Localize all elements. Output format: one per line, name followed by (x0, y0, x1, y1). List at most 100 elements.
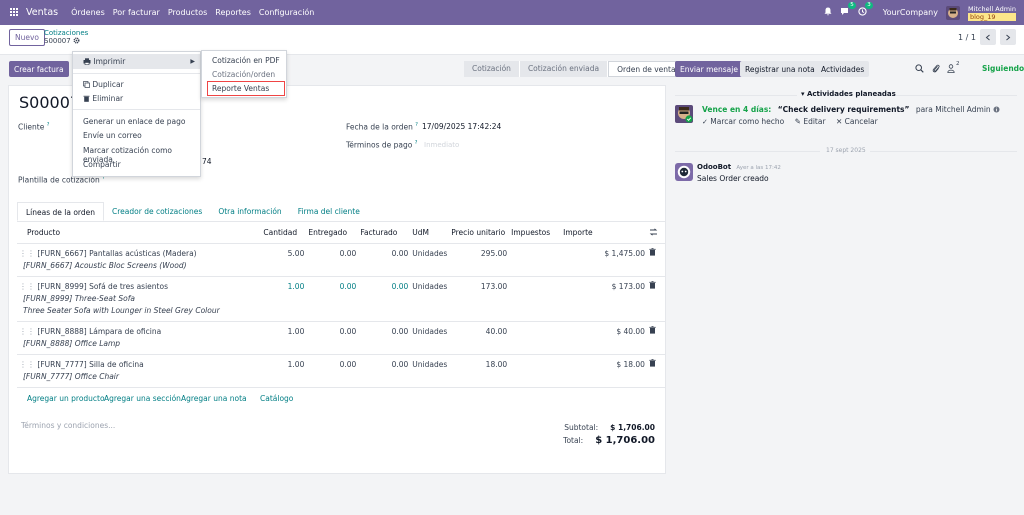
table-row[interactable]: ⋮⋮ [FURN_8888] Lámpara de oficina [FURN_8… (17, 321, 665, 355)
drag-handle-icon[interactable]: ⋮⋮ (19, 326, 35, 336)
new-button[interactable]: Nuevo (9, 29, 46, 46)
col-product[interactable]: Producto (17, 223, 262, 244)
breadcrumb-parent[interactable]: Cotizaciones (44, 29, 89, 37)
trash-icon[interactable] (649, 247, 656, 258)
user-name[interactable]: Mitchell Admin (967, 4, 1016, 13)
line-delivered[interactable]: 0.00 (306, 276, 359, 322)
add-product-link[interactable]: Agregar un producto (27, 394, 105, 403)
payment-terms-field[interactable]: Inmediato (424, 141, 460, 149)
line-delivered[interactable]: 0.00 (306, 354, 359, 388)
status-step-sent[interactable]: Cotización enviada (519, 61, 609, 77)
create-invoice-button[interactable]: Crear factura (9, 61, 69, 77)
line-unit-price[interactable]: 295.00 (449, 243, 510, 277)
tab-other-info[interactable]: Otra información (218, 207, 282, 216)
edit-activity-button[interactable]: ✎ Editar (795, 117, 826, 126)
tab-customer-signature[interactable]: Firma del cliente (297, 207, 360, 216)
drag-handle-icon[interactable]: ⋮⋮ (19, 281, 35, 291)
print-menu-item[interactable]: Imprimir ▶ (73, 54, 200, 69)
mark-done-button[interactable]: ✓ Marcar como hecho (702, 117, 784, 126)
tab-quotation-builder[interactable]: Creador de cotizaciones (112, 207, 203, 216)
line-uom[interactable]: Unidades (410, 321, 450, 355)
delete-menu-item[interactable]: Eliminar (83, 94, 123, 103)
line-unit-price[interactable]: 173.00 (449, 276, 510, 322)
table-row[interactable]: ⋮⋮ [FURN_8999] Sofá de tres asientos [FUR… (17, 276, 665, 322)
company-switcher[interactable]: YourCompany (882, 8, 938, 17)
drag-handle-icon[interactable]: ⋮⋮ (19, 359, 35, 369)
col-quantity[interactable]: Cantidad (261, 223, 307, 244)
line-delivered[interactable]: 0.00 (306, 321, 359, 355)
optional-columns-icon[interactable] (646, 223, 665, 244)
tab-order-lines[interactable]: Líneas de la orden (17, 202, 105, 221)
line-product[interactable]: [FURN_8999] Sofá de tres asientos (37, 281, 168, 291)
log-note-button[interactable]: Registrar una nota (740, 61, 820, 77)
add-note-link[interactable]: Agregar una nota (181, 394, 247, 403)
trash-icon[interactable] (649, 358, 656, 369)
line-product[interactable]: [FURN_8888] Lámpara de oficina (37, 326, 162, 336)
message-author[interactable]: OdooBot (697, 163, 732, 171)
order-date-field[interactable]: 17/09/2025 17:42:24 (422, 122, 502, 131)
planned-activities-toggle[interactable]: ▾ Actividades planeadas (801, 90, 896, 98)
info-icon[interactable] (993, 105, 1000, 114)
add-section-link[interactable]: Agregar una sección (104, 394, 181, 403)
col-taxes[interactable]: Impuestos (509, 223, 562, 244)
status-step-quotation[interactable]: Cotización (464, 61, 520, 77)
line-taxes[interactable] (509, 321, 562, 355)
messages-icon[interactable]: 5 (840, 2, 856, 18)
col-delivered[interactable]: Entregado (306, 223, 359, 244)
line-taxes[interactable] (509, 354, 562, 388)
pager-value[interactable]: 1 / 1 (958, 32, 976, 42)
line-uom[interactable]: Unidades (410, 276, 450, 322)
col-invoiced[interactable]: Facturado (358, 223, 411, 244)
line-product[interactable]: [FURN_6667] Pantallas acústicas (Madera) (37, 248, 197, 258)
menu-ordenes[interactable]: Órdenes (71, 8, 105, 17)
paperclip-icon[interactable] (932, 64, 940, 75)
mark-as-sent-item[interactable]: Marcar cotización como enviada (83, 146, 172, 164)
send-email-item[interactable]: Envíe un correo (83, 131, 142, 140)
col-unit-price[interactable]: Precio unitario (449, 223, 510, 244)
quotation-order-item[interactable]: Cotización/orden (212, 70, 276, 79)
terms-field[interactable]: Términos y condiciones... (21, 421, 116, 430)
cancel-activity-button[interactable]: ✕ Cancelar (836, 117, 878, 126)
trash-icon[interactable] (649, 280, 656, 291)
generate-payment-link-item[interactable]: Generar un enlace de pago (83, 117, 186, 126)
line-uom[interactable]: Unidades (410, 354, 450, 388)
line-taxes[interactable] (509, 243, 562, 277)
bell-icon[interactable] (824, 7, 832, 18)
line-unit-price[interactable]: 18.00 (449, 354, 510, 388)
menu-configuracion[interactable]: Configuración (258, 8, 315, 17)
share-item[interactable]: Compartir (83, 160, 121, 169)
user-avatar[interactable] (945, 5, 960, 20)
quotation-pdf-item[interactable]: Cotización en PDF (212, 56, 280, 65)
table-row[interactable]: ⋮⋮ [FURN_6667] Pantallas acústicas (Made… (17, 243, 665, 277)
sales-report-item[interactable]: Reporte Ventas (212, 84, 270, 93)
catalog-link[interactable]: Catálogo (260, 394, 294, 403)
col-uom[interactable]: UdM (410, 223, 450, 244)
drag-handle-icon[interactable]: ⋮⋮ (19, 248, 35, 258)
line-quantity[interactable]: 1.00 (261, 276, 307, 322)
line-quantity[interactable]: 1.00 (261, 321, 307, 355)
gear-icon[interactable] (73, 37, 80, 45)
trash-icon[interactable] (649, 325, 656, 336)
line-quantity[interactable]: 1.00 (261, 354, 307, 388)
pager-next-icon[interactable] (1000, 29, 1016, 45)
following-toggle[interactable]: Siguiendo (982, 64, 1024, 73)
menu-por-facturar[interactable]: Por facturar (112, 8, 160, 17)
line-delivered[interactable]: 0.00 (306, 243, 359, 277)
table-row[interactable]: ⋮⋮ [FURN_7777] Silla de oficina [FURN_777… (17, 354, 665, 388)
line-quantity[interactable]: 5.00 (261, 243, 307, 277)
line-product[interactable]: [FURN_7777] Silla de oficina (37, 359, 144, 369)
followers-icon[interactable] (947, 64, 955, 75)
line-unit-price[interactable]: 40.00 (449, 321, 510, 355)
duplicate-menu-item[interactable]: Duplicar (83, 80, 124, 89)
send-message-button[interactable]: Enviar mensaje (675, 61, 743, 77)
apps-menu-icon[interactable] (10, 8, 19, 17)
search-icon[interactable] (915, 64, 924, 75)
activities-button[interactable]: Actividades (816, 61, 870, 77)
line-uom[interactable]: Unidades (410, 243, 450, 277)
activities-clock-icon[interactable]: 3 (858, 2, 873, 18)
line-taxes[interactable] (509, 276, 562, 322)
menu-reportes[interactable]: Reportes (215, 8, 251, 17)
pager-prev-icon[interactable] (980, 29, 996, 45)
menu-productos[interactable]: Productos (167, 8, 208, 17)
app-name[interactable]: Ventas (26, 7, 59, 18)
